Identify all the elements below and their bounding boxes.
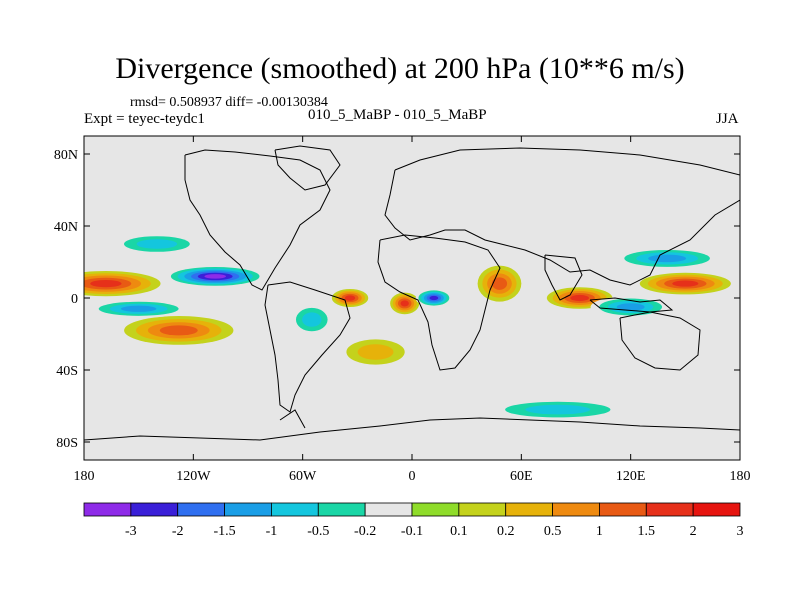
colorbar-label: -1 bbox=[266, 524, 278, 539]
colorbar-label: -1.5 bbox=[213, 524, 235, 539]
coastline-australia bbox=[619, 311, 701, 371]
colorbar-swatch bbox=[271, 502, 319, 517]
coastline-africa bbox=[377, 234, 501, 371]
coastline-india bbox=[544, 254, 583, 301]
contour-africa-convergence bbox=[429, 295, 439, 301]
season-label: JJA bbox=[716, 111, 739, 127]
x-tick-label: 60E bbox=[510, 469, 533, 484]
colorbar-label: 3 bbox=[737, 524, 744, 539]
contour-equatorial-atlantic-divergence bbox=[400, 300, 409, 307]
x-tick-label: 0 bbox=[409, 469, 416, 484]
colorbar-swatch bbox=[599, 502, 647, 517]
x-tick-label: 120W bbox=[176, 469, 211, 484]
colorbar-swatch bbox=[458, 502, 507, 517]
coastline-greenland bbox=[274, 145, 341, 191]
colorbar-swatch bbox=[83, 502, 132, 517]
y-tick-label: 40N bbox=[54, 220, 78, 235]
stats-text: rmsd= 0.508937 diff= -0.00130384 bbox=[130, 95, 328, 110]
colorbar-label: 2 bbox=[690, 524, 697, 539]
colorbar-swatch bbox=[364, 502, 413, 517]
coastline-south-america bbox=[264, 281, 351, 413]
coastline-antarctic-peninsula bbox=[279, 409, 306, 429]
colorbar-label: 0.2 bbox=[497, 524, 515, 539]
axes: 180 120W 60W 0 60E 120E 180 80N 40N 0 40S 80S bbox=[54, 136, 751, 484]
colorbar-swatch bbox=[224, 502, 272, 517]
x-tick-label: 180 bbox=[730, 469, 751, 484]
chart-title: Divergence (smoothed) at 200 hPa (10**6 … bbox=[115, 52, 685, 85]
colorbar-label: -3 bbox=[125, 524, 137, 539]
colorbar-swatch bbox=[692, 502, 741, 517]
colorbar-label: 0.1 bbox=[450, 524, 468, 539]
colorbar-label: -2 bbox=[172, 524, 184, 539]
contour-atlantic-divergence bbox=[344, 295, 356, 301]
contour-south-america-convergence bbox=[302, 312, 322, 327]
colorbar-label: -0.2 bbox=[354, 524, 376, 539]
experiment-text: Expt = teyec-teydc1 bbox=[84, 111, 205, 127]
colorbar-swatch bbox=[411, 502, 460, 517]
contour-indian-ocean-divergence bbox=[570, 294, 590, 302]
colorbar-swatch bbox=[645, 502, 694, 517]
contour-arabian-divergence bbox=[491, 277, 508, 290]
case-text: 010_5_MaBP - 010_5_MaBP bbox=[308, 107, 487, 123]
coastline-indonesia bbox=[589, 297, 674, 313]
colorbar-swatch bbox=[177, 502, 225, 517]
colorbar: -3 -2 -1.5 -1 -0.5 -0.2 -0.1 0.1 0.2 0.5 1 1.5 2 3 bbox=[83, 502, 744, 539]
y-tick-label: 80N bbox=[54, 148, 78, 163]
contour-tropical-pacific-divergence-band bbox=[90, 280, 122, 288]
y-tick-label: 80S bbox=[56, 436, 78, 451]
contour-southern-ocean-convergence bbox=[525, 404, 591, 415]
colorbar-swatch bbox=[317, 502, 366, 517]
y-tick-label: 0 bbox=[71, 292, 78, 307]
colorbar-swatch bbox=[552, 502, 600, 517]
contour-west-pacific-divergence bbox=[672, 280, 699, 287]
contour-south-atlantic-divergence bbox=[357, 344, 394, 360]
x-tick-label: 60W bbox=[289, 469, 317, 484]
colorbar-label: -0.1 bbox=[401, 524, 423, 539]
colorbar-swatch bbox=[130, 502, 179, 517]
coastline-antarctica bbox=[84, 417, 740, 441]
x-tick-label: 120E bbox=[616, 469, 646, 484]
contour-south-pacific-divergence bbox=[159, 325, 198, 336]
contour-asian-monsoon-convergence bbox=[648, 254, 687, 263]
contour-field bbox=[84, 233, 731, 421]
coastline-outline bbox=[84, 145, 740, 441]
contour-south-pacific-convergence bbox=[120, 305, 157, 312]
contour-north-pacific-convergence bbox=[136, 239, 178, 249]
colorbar-label: -0.5 bbox=[307, 524, 329, 539]
contour-east-pacific-convergence bbox=[204, 274, 226, 279]
colorbar-label: 0.5 bbox=[544, 524, 562, 539]
colorbar-label: 1.5 bbox=[638, 524, 656, 539]
colorbar-swatch bbox=[505, 502, 553, 517]
x-tick-label: 180 bbox=[74, 469, 95, 484]
colorbar-label: 1 bbox=[596, 524, 603, 539]
coastline-north-america bbox=[184, 149, 331, 291]
contour-maritime-convergence bbox=[616, 303, 645, 311]
y-tick-label: 40S bbox=[56, 364, 78, 379]
